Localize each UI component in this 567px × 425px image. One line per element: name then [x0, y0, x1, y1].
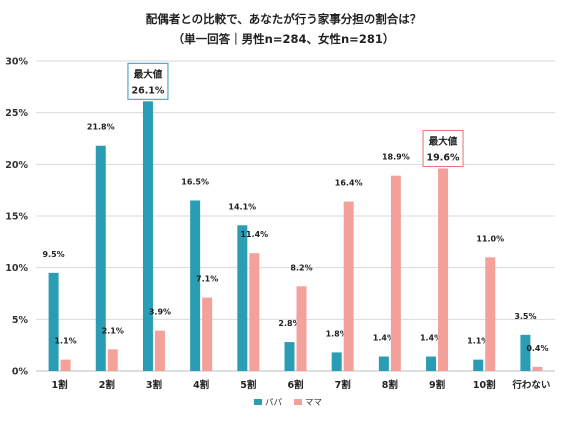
data-label: 2.1%: [102, 326, 124, 335]
x-tick-label: 5割: [240, 379, 256, 391]
data-label: 1.1%: [54, 337, 76, 346]
legend-swatch: [254, 399, 262, 405]
data-label: 3.5%: [514, 312, 536, 321]
data-label: 7.1%: [196, 275, 218, 284]
max-annotation-box: [422, 129, 464, 167]
bar: [237, 225, 248, 371]
y-tick-label: 20%: [5, 160, 28, 171]
x-tick-label: 2割: [99, 379, 115, 391]
bar: [485, 257, 496, 371]
x-tick-label: 9割: [429, 379, 445, 391]
data-label: 21.8%: [87, 123, 115, 132]
bar: [390, 175, 401, 371]
legend-swatch: [294, 399, 302, 405]
bar: [473, 359, 484, 371]
data-label: 8.2%: [290, 263, 312, 272]
chart-subtitle: （単一回答｜男性n=284、女性n=281）: [172, 32, 395, 46]
x-tick-label: 行わない: [511, 379, 550, 391]
data-label: 9.5%: [42, 250, 64, 259]
y-tick-label: 25%: [5, 108, 28, 119]
bar: [284, 342, 295, 371]
bar: [532, 366, 543, 371]
bar: [142, 101, 153, 372]
bar: [331, 352, 342, 371]
chart-title: 配偶者との比較で、あなたが行う家事分担の割合は？: [145, 12, 422, 26]
max-annotation-label: 最大値: [134, 68, 163, 80]
bar: [426, 356, 437, 371]
y-tick-label: 15%: [5, 212, 28, 223]
x-tick-label: 3割: [146, 379, 162, 391]
data-label: 14.1%: [228, 202, 256, 211]
bar: [48, 272, 59, 371]
data-label: 16.4%: [335, 179, 363, 188]
data-label: 1.4%: [373, 334, 395, 343]
bar: [154, 330, 165, 371]
data-label: 16.5%: [181, 178, 209, 187]
data-label: 11.0%: [476, 234, 504, 243]
y-tick-label: 10%: [5, 263, 28, 274]
bar: [107, 349, 118, 371]
data-label: 18.9%: [382, 153, 410, 162]
y-tick-label: 5%: [12, 315, 29, 326]
x-tick-label: 8割: [382, 379, 398, 391]
bar: [190, 200, 201, 371]
data-label: 3.9%: [149, 308, 171, 317]
x-tick-label: 10割: [473, 379, 496, 391]
bar: [520, 334, 531, 371]
data-label: 1.1%: [467, 337, 489, 346]
x-tick-label: 7割: [335, 379, 351, 391]
bar: [296, 286, 307, 371]
bar: [438, 168, 449, 371]
bar: [95, 145, 106, 371]
max-annotation-box: [127, 62, 169, 100]
data-label: 1.4%: [420, 334, 442, 343]
data-label: 0.4%: [526, 344, 548, 353]
bar: [249, 253, 260, 371]
bar: [202, 297, 213, 371]
max-annotation-value: 19.6%: [427, 152, 460, 163]
legend-label: ママ: [305, 398, 322, 408]
bar: [378, 356, 389, 371]
max-annotation-value: 26.1%: [131, 85, 164, 96]
x-tick-label: 1割: [52, 379, 68, 391]
bar: [60, 359, 71, 371]
data-label: 1.8%: [326, 329, 348, 338]
max-annotation-label: 最大値: [429, 135, 458, 147]
bar: [343, 201, 354, 371]
x-tick-label: 6割: [287, 379, 303, 391]
y-tick-label: 30%: [5, 57, 28, 68]
y-tick-label: 0%: [12, 367, 29, 378]
x-tick-label: 4割: [193, 379, 209, 391]
data-label: 2.8%: [278, 319, 300, 328]
legend-label: パパ: [265, 398, 283, 408]
data-label: 11.4%: [240, 230, 268, 239]
